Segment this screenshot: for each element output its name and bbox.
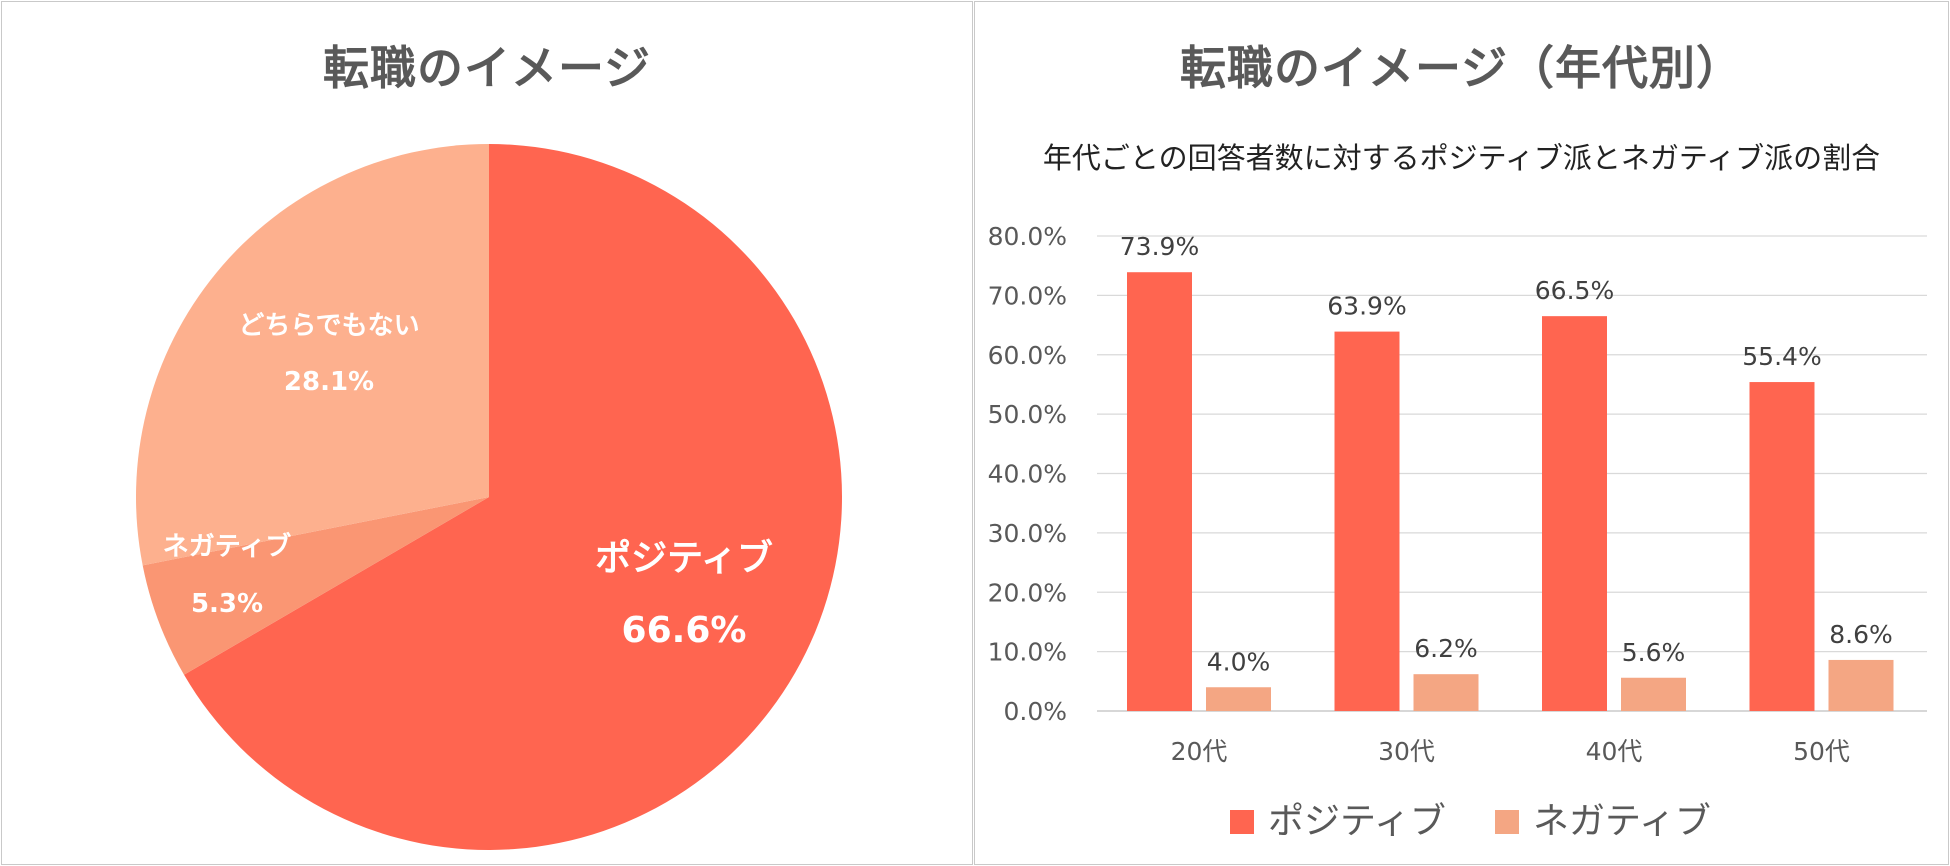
legend-label: ネガティブ <box>1533 801 1711 842</box>
bar-negative-2 <box>1413 674 1479 711</box>
bar-positive-3 <box>1542 316 1607 711</box>
y-tick-label: 40.0% <box>988 460 1067 489</box>
bar-data-label: 8.6% <box>1829 620 1893 649</box>
y-tick-label: 60.0% <box>988 341 1067 370</box>
pie-chart-panel: 転職のイメージ ポジティブ 66.6% ネガティブ 5.3% どちらでもない 28.1% <box>1 1 973 865</box>
bar-data-label: 73.9% <box>1120 232 1199 261</box>
bar-data-label: 6.2% <box>1414 634 1478 663</box>
legend-swatch-positive <box>1230 810 1254 834</box>
bar-data-label: 4.0% <box>1207 647 1271 676</box>
y-tick-label: 10.0% <box>988 638 1067 667</box>
y-tick-label: 50.0% <box>988 400 1067 429</box>
bar-negative-1 <box>1206 687 1271 711</box>
x-tick-label: 50代 <box>1793 737 1850 766</box>
y-tick-label: 30.0% <box>988 519 1067 548</box>
pie-slice-value: 5.3% <box>191 589 263 619</box>
bar-positive-1 <box>1127 272 1192 711</box>
bar-chart: 0.0% 10.0% 20.0% 30.0% 40.0% 50.0% 60.0% 70.0% 8… <box>988 222 1927 842</box>
pie-slice-2 <box>142 497 489 675</box>
x-tick-label: 40代 <box>1586 737 1643 766</box>
bar-data-label: 55.4% <box>1742 342 1821 371</box>
bar-chart-subtitle: 年代ごとの回答者数に対するポジティブ派とネガティブ派の割合 <box>1042 141 1881 175</box>
y-tick-label: 0.0% <box>1003 697 1067 726</box>
y-tick-label: 80.0% <box>988 222 1067 251</box>
bar-chart-panel: 転職のイメージ（年代別） 年代ごとの回答者数に対するポジティブ派とネガティブ派の… <box>974 1 1949 865</box>
legend-label: ポジティブ <box>1268 801 1446 842</box>
bar-negative-4 <box>1828 659 1894 711</box>
y-tick-label: 70.0% <box>988 281 1067 310</box>
pie-slice-label: ネガティブ <box>163 531 291 562</box>
y-tick-label: 20.0% <box>988 578 1067 607</box>
legend-swatch-negative <box>1495 810 1519 834</box>
x-tick-label: 30代 <box>1378 737 1435 766</box>
bar-chart-title: 転職のイメージ（年代別） <box>1179 41 1744 95</box>
pie-slice-1 <box>184 144 842 850</box>
bar-data-label: 66.5% <box>1535 276 1614 305</box>
bar-positive-2 <box>1334 331 1400 711</box>
pie-slice-3 <box>136 144 489 566</box>
bar-positive-4 <box>1749 382 1815 711</box>
bar-data-label: 5.6% <box>1622 638 1686 667</box>
pie-chart-title: 転職のイメージ <box>322 41 652 95</box>
bar-negative-3 <box>1621 677 1686 711</box>
pie-chart: ポジティブ 66.6% ネガティブ 5.3% どちらでもない 28.1% <box>136 144 842 850</box>
x-tick-label: 20代 <box>1171 737 1228 766</box>
pie-slice-value: 66.6% <box>622 610 747 651</box>
pie-slice-label: どちらでもない <box>238 311 419 341</box>
pie-slice-label: ポジティブ <box>595 537 773 579</box>
bar-data-label: 63.9% <box>1327 292 1406 321</box>
pie-slice-value: 28.1% <box>284 367 374 397</box>
